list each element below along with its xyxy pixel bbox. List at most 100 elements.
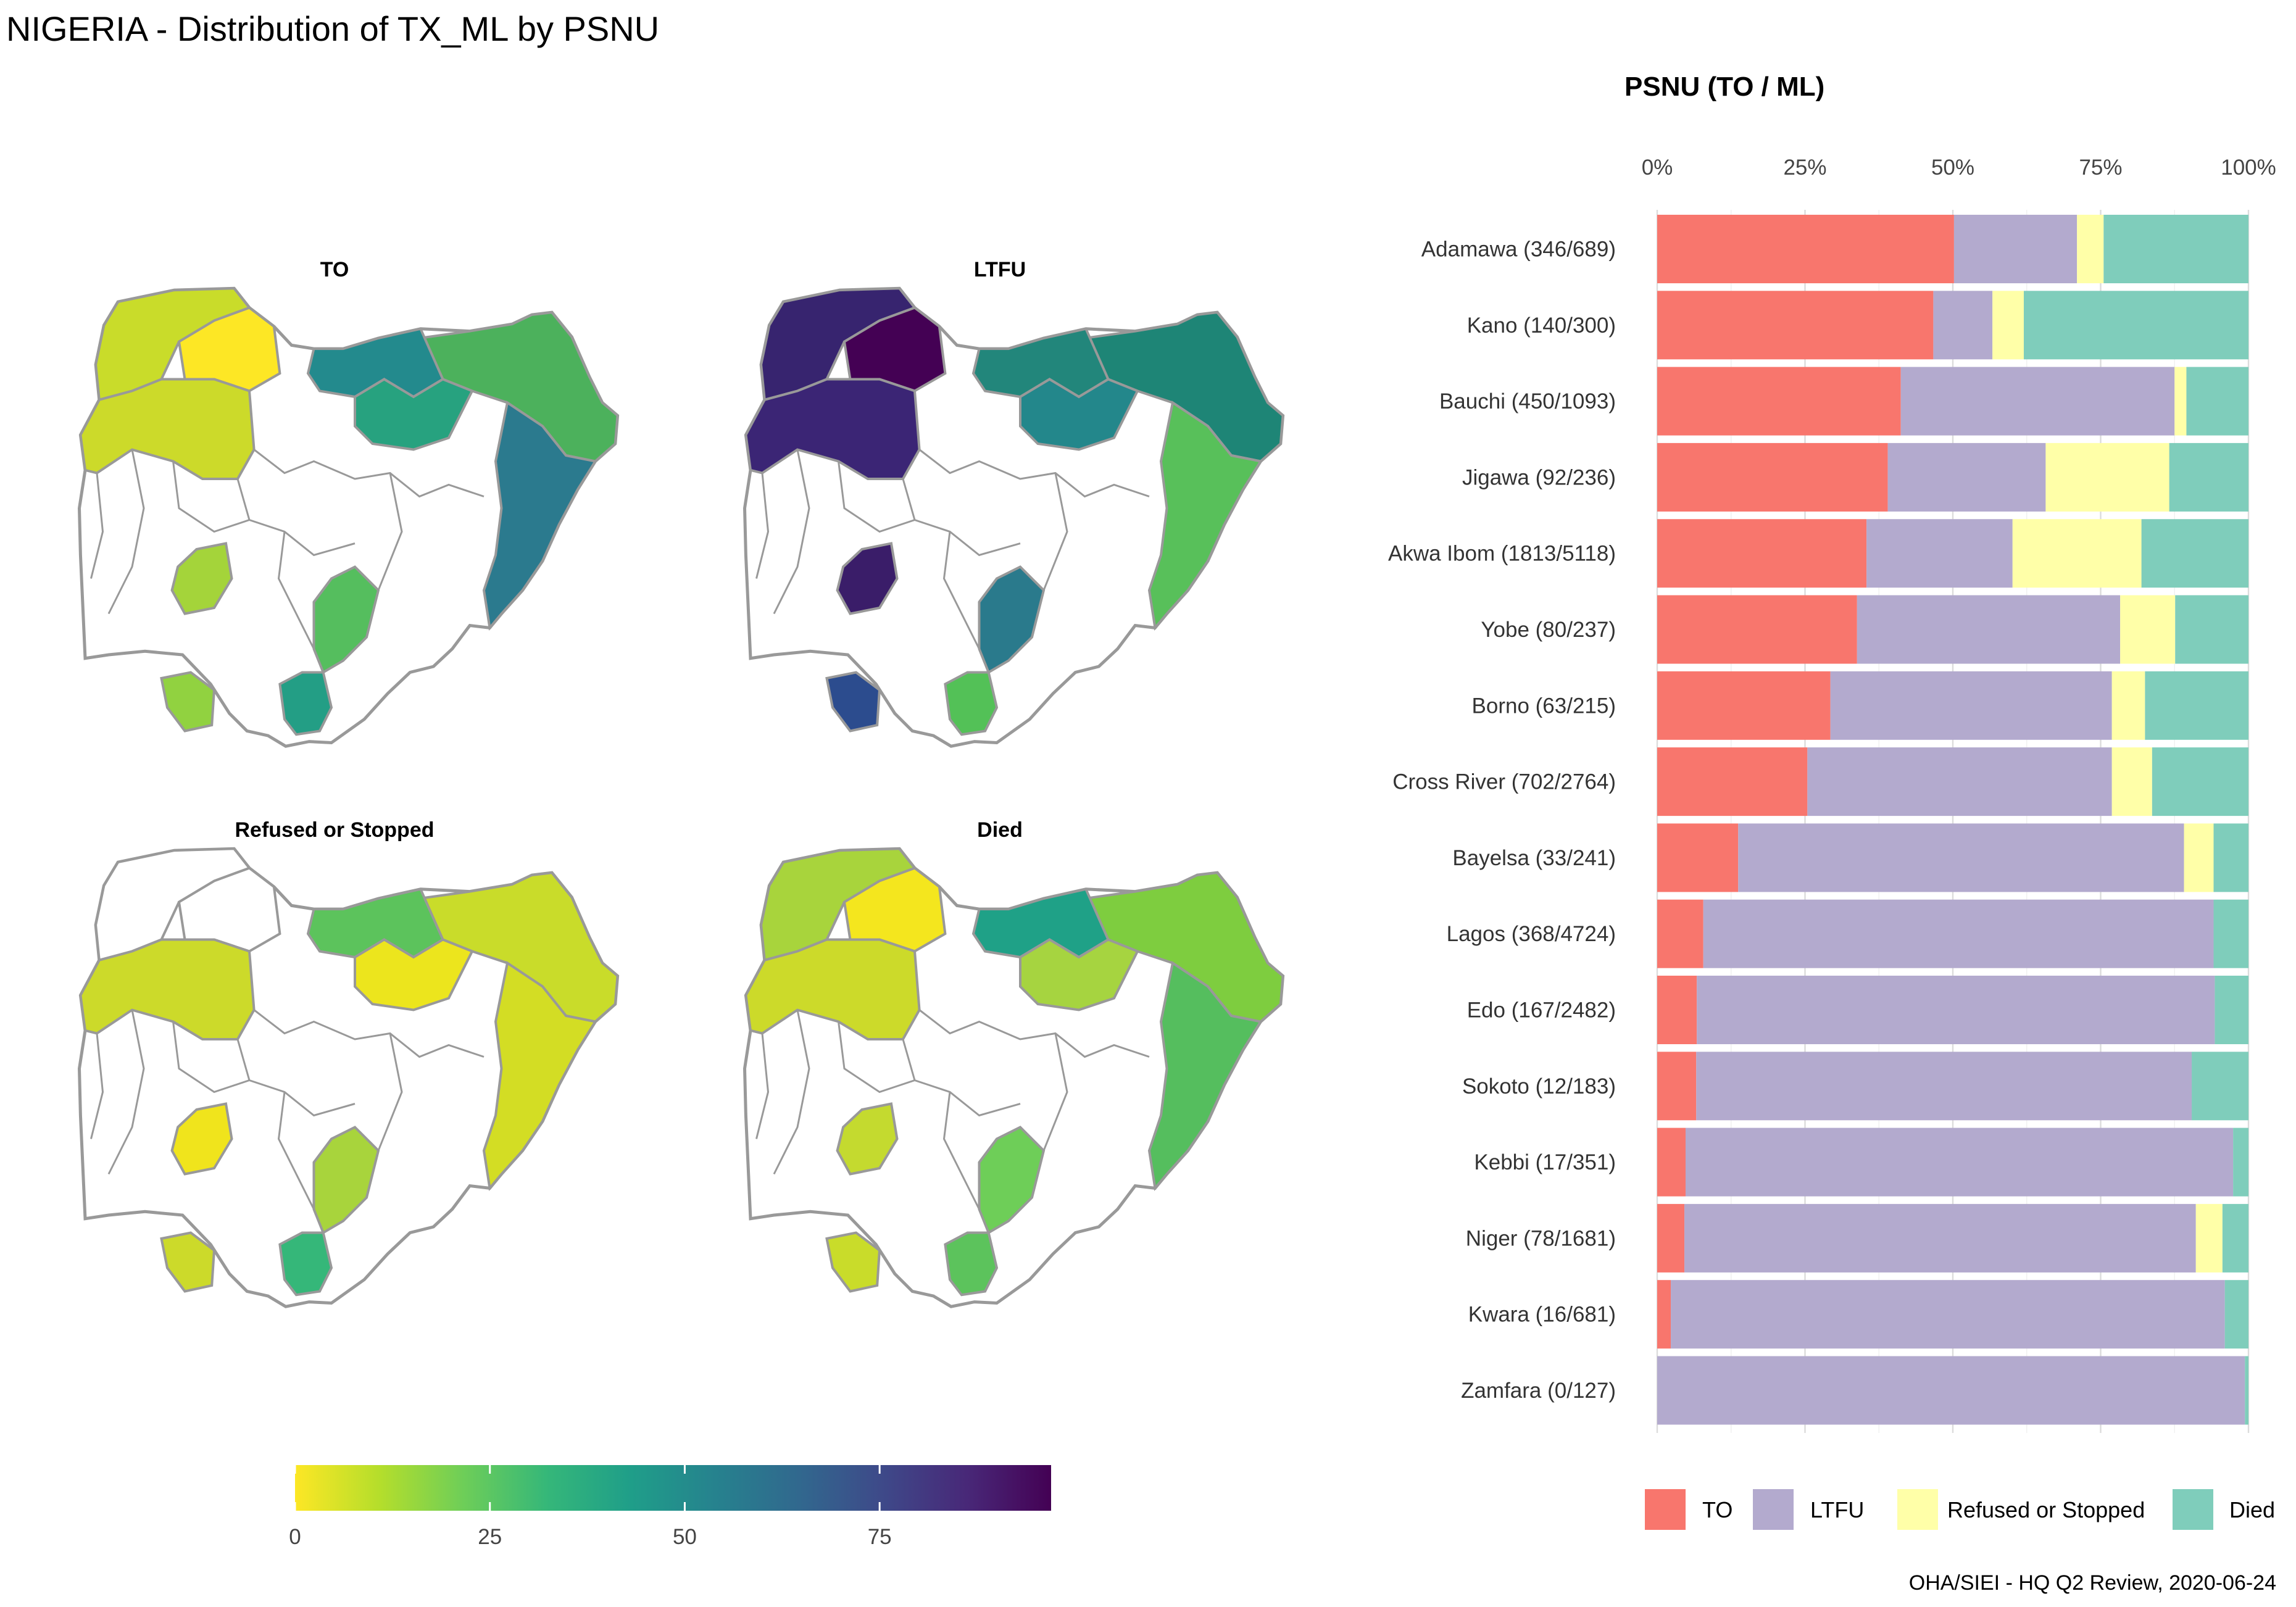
bar-segment-to bbox=[1657, 671, 1831, 740]
colorbar-gradient bbox=[295, 1465, 1051, 1511]
bar-segment-died bbox=[2215, 976, 2248, 1044]
bar-segment-to bbox=[1657, 747, 1808, 816]
map-panel: TO bbox=[77, 258, 620, 748]
map-boundary bbox=[942, 1092, 980, 1210]
bar-segment-ltfu bbox=[1703, 899, 2214, 968]
legend: TO LTFU Refused or Stopped Died bbox=[1645, 1489, 2275, 1530]
bar-segment-ltfu bbox=[1738, 823, 2184, 892]
map-region bbox=[825, 1231, 881, 1293]
map-region bbox=[944, 1231, 999, 1297]
bar-segment-ltfu bbox=[1685, 1127, 2234, 1197]
map-panel-title: Died bbox=[977, 818, 1023, 842]
x-tick-label: 50% bbox=[1931, 156, 1974, 180]
bar-segment-ltfu bbox=[1933, 291, 1993, 360]
bar-segment-to bbox=[1657, 215, 1954, 283]
bar-segment-refused-or-stopped bbox=[2012, 519, 2142, 588]
map-boundary bbox=[107, 449, 145, 615]
bar-segment-refused-or-stopped bbox=[2111, 671, 2145, 740]
map-panel: LTFU bbox=[742, 258, 1285, 748]
bar-segment-ltfu bbox=[1887, 442, 2046, 512]
bar-segment-ltfu bbox=[1671, 1280, 2225, 1349]
bar-segment-died bbox=[2023, 291, 2248, 360]
bar-segment-died bbox=[2145, 671, 2248, 740]
map-region bbox=[160, 1231, 216, 1293]
colorbar-tick-label: 0 bbox=[289, 1525, 301, 1549]
category-label: Edo (167/2482) bbox=[1467, 999, 1616, 1023]
map-region bbox=[312, 1126, 380, 1235]
map-boundary bbox=[172, 461, 250, 533]
map-region bbox=[417, 871, 619, 1023]
legend-label: LTFU bbox=[1810, 1497, 1864, 1522]
bar-segment-to bbox=[1657, 291, 1934, 360]
map-region bbox=[1019, 378, 1139, 451]
map-region bbox=[1019, 938, 1139, 1011]
map-boundary bbox=[90, 1033, 104, 1139]
bar-row bbox=[1657, 1356, 2248, 1425]
bar-segment-to bbox=[1657, 823, 1739, 892]
legend-key bbox=[1897, 1489, 1938, 1530]
map-region bbox=[312, 565, 380, 675]
category-label: Borno (63/215) bbox=[1472, 694, 1616, 718]
map-boundary bbox=[90, 473, 104, 579]
map-region bbox=[944, 671, 999, 736]
bar-row bbox=[1657, 291, 2248, 360]
bar-row bbox=[1657, 519, 2248, 588]
category-label: Yobe (80/237) bbox=[1481, 618, 1616, 642]
map-boundary bbox=[755, 1033, 770, 1139]
legend-key bbox=[1645, 1489, 1686, 1530]
x-axis-ticks: 0% 25% 50% 75% 100% bbox=[1642, 156, 2276, 180]
category-label: Jigawa (92/236) bbox=[1462, 465, 1616, 489]
category-label: Kebbi (17/351) bbox=[1474, 1150, 1616, 1174]
bar-row bbox=[1657, 367, 2248, 436]
bar-segment-to bbox=[1657, 1280, 1671, 1349]
map-boundary bbox=[918, 449, 1150, 498]
bar-row bbox=[1657, 1203, 2248, 1273]
category-label: Zamfara (0/127) bbox=[1461, 1379, 1616, 1403]
bar-row bbox=[1657, 442, 2248, 512]
bar-segment-died bbox=[2141, 519, 2248, 588]
bar-segment-died bbox=[2213, 823, 2248, 892]
colorbar: 0 25 50 75 bbox=[289, 1465, 1051, 1549]
bar-segment-ltfu bbox=[1657, 1356, 2245, 1425]
bar-row bbox=[1657, 1280, 2248, 1349]
bar-segment-refused-or-stopped bbox=[2120, 595, 2176, 664]
bar-row bbox=[1657, 823, 2248, 892]
map-boundary bbox=[172, 1021, 250, 1094]
bar-segment-ltfu bbox=[1684, 1203, 2196, 1273]
bar-segment-to bbox=[1657, 899, 1703, 968]
category-label: Lagos (368/4724) bbox=[1447, 922, 1616, 946]
legend-key bbox=[2173, 1489, 2213, 1530]
legend-key bbox=[1753, 1489, 1794, 1530]
map-region bbox=[1147, 401, 1263, 631]
map-panel-title: LTFU bbox=[974, 258, 1026, 281]
legend-item: LTFU bbox=[1753, 1489, 1864, 1530]
map-region bbox=[482, 961, 597, 1191]
map-region bbox=[170, 542, 233, 615]
bar-segment-refused-or-stopped bbox=[2045, 442, 2169, 512]
map-boundary bbox=[277, 1092, 315, 1210]
map-region bbox=[1083, 871, 1284, 1023]
category-label: Adamawa (346/689) bbox=[1421, 238, 1616, 262]
bar-segment-died bbox=[2186, 367, 2248, 436]
map-region bbox=[978, 565, 1046, 675]
maps-area: TO LTFU Refused or Stopped Died 0 25 50 75 bbox=[77, 258, 1285, 1549]
caption: OHA/SIEI - HQ Q2 Review, 2020-06-24 bbox=[1908, 1571, 2276, 1595]
bar-segment-ltfu bbox=[1866, 519, 2013, 588]
category-label: Cross River (702/2764) bbox=[1392, 770, 1616, 794]
map-region bbox=[417, 311, 619, 463]
map-region bbox=[978, 1126, 1046, 1235]
bar-segment-died bbox=[2152, 747, 2248, 816]
bar-row bbox=[1657, 215, 2248, 283]
bar-segment-died bbox=[2224, 1280, 2248, 1349]
map-region bbox=[1083, 311, 1284, 463]
bar-row bbox=[1657, 976, 2248, 1044]
map-panel-title: TO bbox=[320, 258, 349, 281]
bar-segment-refused-or-stopped bbox=[2111, 747, 2152, 816]
map-region bbox=[278, 1231, 333, 1297]
colorbar-tick-label: 50 bbox=[673, 1525, 697, 1549]
map-boundary bbox=[838, 1021, 915, 1094]
bar-segment-died bbox=[2213, 899, 2248, 968]
map-boundary bbox=[773, 449, 810, 615]
bar-segment-to bbox=[1657, 1203, 1685, 1273]
map-region bbox=[278, 671, 333, 736]
